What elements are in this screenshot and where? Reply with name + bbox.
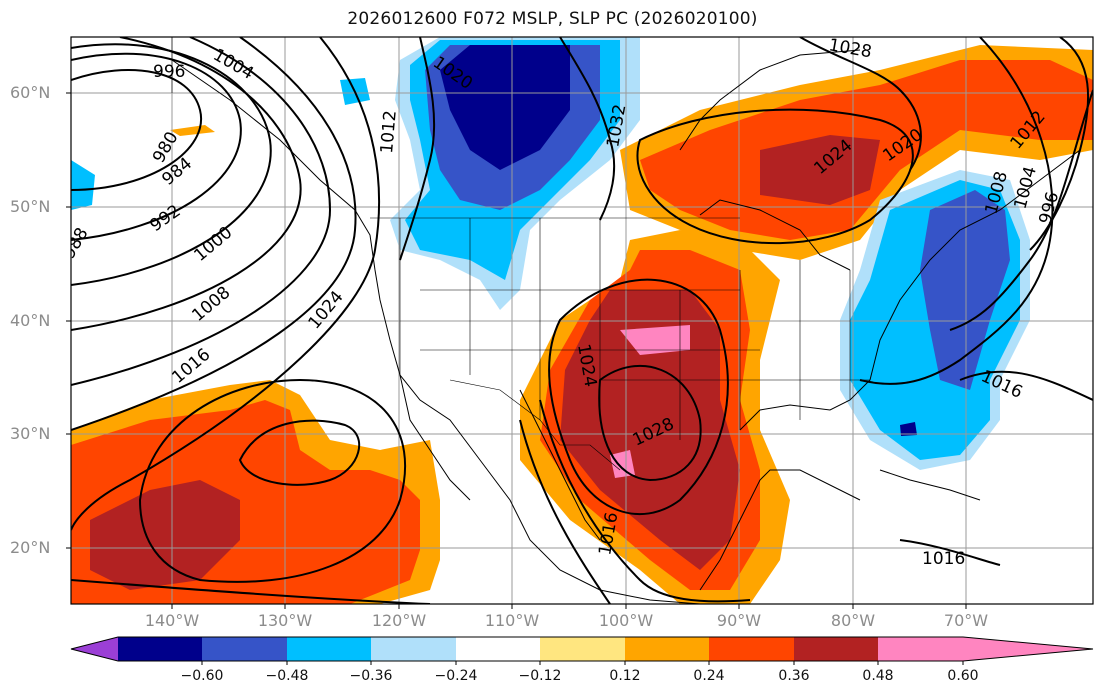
isobar-label: 1012	[377, 110, 401, 155]
colorbar-segment	[878, 637, 963, 661]
central-us-mexico-positive-anomaly	[520, 230, 790, 604]
colorbar-segment	[118, 637, 202, 661]
colorbar-tick-label: −0.48	[265, 668, 309, 684]
lat-label: 20°N	[10, 538, 51, 557]
isobar-label: 1016	[922, 549, 965, 569]
colorbar-tick-label: 0.48	[862, 668, 894, 684]
lon-label: 110°W	[484, 611, 540, 630]
lon-label: 130°W	[257, 611, 313, 630]
axis-ticks	[66, 92, 967, 609]
colorbar-tick-label: 0.24	[693, 668, 725, 684]
colorbar-tick-label: 0.12	[609, 668, 641, 684]
colorbar-segment	[794, 637, 878, 661]
lat-label: 30°N	[10, 424, 51, 443]
lon-label: 90°W	[716, 611, 762, 630]
map-gridlines	[71, 37, 1093, 604]
lon-label: 80°W	[830, 611, 876, 630]
lat-label: 60°N	[10, 83, 51, 102]
lon-label: 70°W	[943, 611, 989, 630]
colorbar-ticks	[201, 661, 964, 665]
colorbar-tick-label: 0.36	[778, 668, 810, 684]
colorbar-tick-label: −0.12	[518, 668, 562, 684]
lon-label: 140°W	[144, 611, 200, 630]
isobar-contours	[71, 37, 1093, 604]
colorbar-tick-label: 0.60	[947, 668, 979, 684]
colorbar-extend-high	[963, 637, 1093, 661]
colorbar-segment	[287, 637, 371, 661]
colorbar-segment	[456, 637, 540, 661]
lon-label: 100°W	[598, 611, 654, 630]
colorbar	[70, 636, 1094, 662]
colorbar-outline	[70, 636, 1094, 662]
colorbar-segment	[371, 637, 456, 661]
lat-label: 40°N	[10, 311, 51, 330]
east-coast-negative-anomaly	[71, 160, 1030, 470]
colorbar-tick-label: −0.24	[434, 668, 478, 684]
colorbar-tick-label: −0.60	[180, 668, 224, 684]
lat-label: 50°N	[10, 197, 51, 216]
colorbar-segment	[709, 637, 794, 661]
map-title: 2026012600 F072 MSLP, SLP PC (2026020100…	[347, 9, 758, 29]
colorbar-segment	[202, 637, 287, 661]
canada-positive-anomaly	[620, 45, 1093, 260]
colorbar-segment	[540, 637, 625, 661]
colorbar-extend-low	[71, 637, 118, 661]
lon-label: 120°W	[371, 611, 427, 630]
colorbar-segment	[625, 637, 709, 661]
colorbar-tick-label: −0.36	[349, 668, 393, 684]
isobar-label: 996	[153, 62, 185, 82]
